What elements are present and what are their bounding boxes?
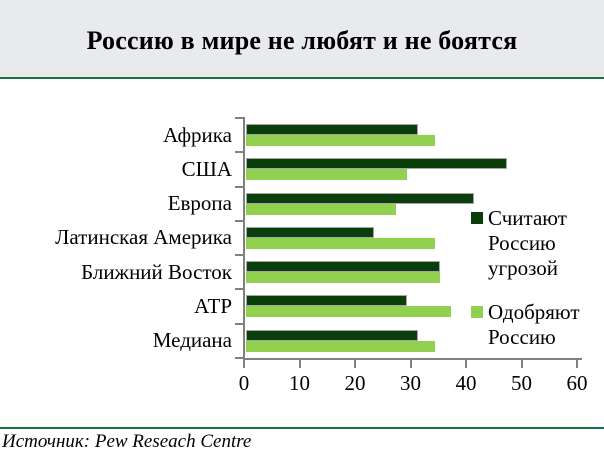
legend-label-line: Считают (488, 206, 567, 230)
bar-threat-4 (246, 261, 441, 273)
bar-threat-2 (246, 192, 474, 204)
bar-threat-0 (246, 124, 419, 135)
x-tick-label: 10 (289, 371, 310, 395)
bar-approve-4 (246, 272, 441, 284)
x-tick-label: 0 (238, 371, 250, 395)
y-axis-line (243, 117, 245, 360)
bar-threat-5 (246, 295, 407, 307)
x-tick-label: 60 (566, 371, 588, 395)
source-text: Источник: Pew Reseach Centre (2, 431, 252, 452)
legend-item-approve: Одобряют Россию (471, 300, 580, 350)
bar-threat-1 (246, 158, 507, 170)
category-label: Латинская Америка (55, 225, 232, 250)
bar-approve-5 (246, 306, 452, 318)
legend-swatch-threat (471, 212, 483, 224)
x-axis-line (243, 358, 582, 360)
category-label: Африка (163, 122, 232, 147)
x-axis-tick (465, 360, 467, 368)
x-axis-tick (520, 360, 523, 368)
bar-approve-0 (246, 135, 435, 146)
source-divider (0, 427, 604, 429)
x-axis-tick (409, 360, 412, 368)
x-axis-tick (243, 360, 245, 368)
bar-approve-6 (246, 340, 435, 352)
category-label: Европа (167, 191, 232, 216)
x-tick-label: 40 (455, 371, 477, 395)
bar-approve-1 (246, 169, 407, 181)
category-label: Ближний Восток (81, 259, 232, 284)
y-axis-tick (235, 288, 243, 291)
legend-item-threat: Считают Россию угрозой (471, 206, 567, 281)
category-label: Медиана (152, 328, 232, 353)
x-axis-tick (576, 360, 578, 368)
bar-threat-6 (246, 329, 419, 341)
y-axis-tick (235, 151, 243, 154)
x-tick-label: 30 (400, 371, 421, 395)
bar-threat-3 (246, 226, 374, 238)
legend-label-line: Россию (488, 231, 556, 255)
legend-label-line: угрозой (488, 256, 559, 280)
x-tick-label: 50 (511, 371, 532, 395)
y-axis-tick (235, 117, 243, 119)
legend-label-line: Одобряют (488, 300, 580, 324)
y-axis-tick (235, 322, 243, 325)
category-label: АТР (194, 294, 232, 319)
legend-label-line: Россию (488, 325, 556, 349)
bar-approve-2 (246, 203, 396, 215)
legend-swatch-approve (471, 306, 483, 318)
y-axis-tick (235, 254, 243, 257)
chart-header: Россию в мире не любят и не боятся (0, 0, 604, 79)
category-label: США (181, 156, 232, 181)
bar-approve-3 (246, 237, 435, 249)
chart-title: Россию в мире не любят и не боятся (86, 25, 518, 55)
x-axis-tick (298, 360, 301, 368)
y-axis-tick (235, 219, 243, 222)
x-axis-tick (354, 360, 356, 368)
y-axis-tick (235, 185, 243, 188)
x-tick-label: 20 (344, 371, 366, 395)
y-axis-tick (235, 357, 243, 359)
